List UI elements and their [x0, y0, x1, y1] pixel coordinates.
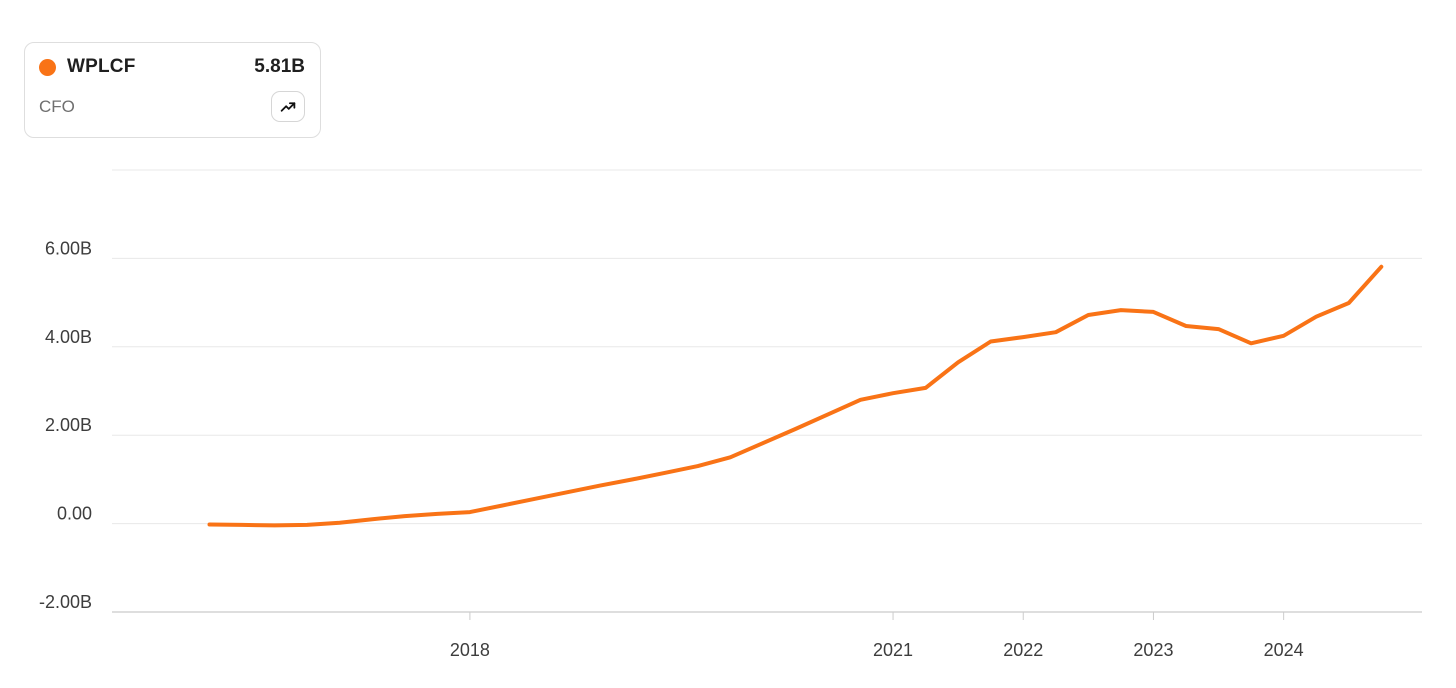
x-axis-label: 2021	[873, 640, 913, 660]
series-line	[207, 264, 1384, 528]
chart-type-button[interactable]	[271, 91, 305, 122]
x-axis-label: 2024	[1264, 640, 1304, 660]
legend-row-top: WPLCF 5.81B	[39, 56, 305, 78]
y-axis-label: -2.00B	[39, 592, 92, 612]
y-axis-label: 6.00B	[45, 238, 92, 258]
y-axis-label: 0.00	[57, 504, 92, 524]
series-color-dot	[39, 58, 56, 76]
ticker-label: WPLCF	[67, 56, 136, 77]
x-axis-label: 2022	[1003, 640, 1043, 660]
y-axis-label: 4.00B	[45, 327, 92, 347]
legend-row-bottom: CFO	[39, 91, 305, 122]
y-axis-label: 2.00B	[45, 415, 92, 435]
series-value: 5.81B	[254, 56, 305, 77]
trending-up-icon	[280, 101, 296, 112]
x-axis-label: 2023	[1133, 640, 1173, 660]
legend-card: WPLCF 5.81B CFO	[24, 42, 321, 138]
metric-label: CFO	[39, 96, 75, 116]
x-axis-label: 2018	[450, 640, 490, 660]
